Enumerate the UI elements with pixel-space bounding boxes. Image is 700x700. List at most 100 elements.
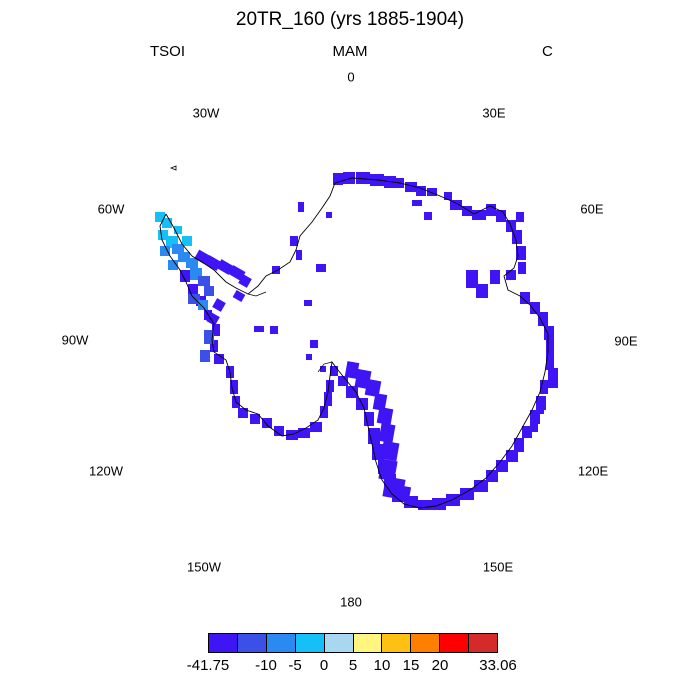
- grid-cell: [270, 326, 278, 334]
- grid-cell: [490, 270, 500, 284]
- colorbar-box: [323, 633, 354, 653]
- grid-cell: [343, 172, 355, 184]
- grid-cell: [333, 173, 343, 185]
- colorbar-box: [381, 633, 412, 653]
- grid-cell: [472, 210, 486, 220]
- lon-label-90e: 90E: [614, 333, 638, 349]
- lon-label-30w: 30W: [192, 105, 220, 121]
- grid-cell: [298, 428, 310, 438]
- lon-label-60w: 60W: [97, 201, 125, 217]
- grid-cell: [254, 326, 264, 332]
- colorbar: [208, 633, 499, 653]
- grid-cell: [198, 300, 208, 310]
- colorbar-box: [294, 633, 325, 653]
- grid-cell: [486, 204, 496, 216]
- grid-cell: [372, 393, 388, 411]
- grid-cell: [290, 236, 298, 246]
- grid-cell: [512, 230, 522, 244]
- grid-cell: [444, 192, 452, 200]
- grid-cell: [546, 340, 554, 356]
- grid-cell: [514, 438, 524, 452]
- coastline: [165, 182, 336, 295]
- grid-cell: [200, 350, 210, 362]
- grid-cell: [378, 422, 396, 444]
- grid-cell: [310, 422, 322, 432]
- grid-cell: [238, 408, 248, 418]
- colorbar-tick-label: -10: [255, 657, 277, 674]
- grid-cell: [210, 340, 218, 352]
- grid-cell: [204, 286, 214, 296]
- grid-cell: [216, 259, 234, 275]
- lon-label-150w: 150W: [187, 559, 221, 575]
- grid-cell: [536, 404, 544, 414]
- grid-cell: [230, 380, 238, 394]
- grid-cell: [418, 500, 432, 510]
- grid-cell: [546, 356, 554, 370]
- colorbar-tick-label: -41.75: [186, 657, 230, 674]
- grid-cell: [168, 260, 178, 270]
- grid-cell: [356, 172, 370, 184]
- grid-cell: [522, 426, 532, 438]
- colorbar-tick-label: 5: [348, 657, 358, 674]
- grid-cell: [432, 498, 446, 510]
- grid-cell: [324, 392, 332, 406]
- grid-cell: [364, 412, 374, 426]
- grid-cell: [160, 246, 170, 256]
- colorbar-tick-label: -5: [288, 657, 302, 674]
- grid-cell: [394, 484, 412, 502]
- grid-cell: [506, 270, 516, 280]
- grid-cell: [376, 406, 394, 426]
- season-label: MAM: [332, 43, 368, 60]
- grid-cell: [306, 354, 312, 360]
- grid-cell: [178, 252, 190, 262]
- grid-cell: [540, 380, 548, 394]
- colorbar-box: [352, 633, 383, 653]
- lon-label-120w: 120W: [89, 463, 123, 479]
- colorbar-tick-label: 20: [431, 657, 449, 674]
- grid-cell: [405, 182, 417, 192]
- lon-label-90w: 90W: [61, 332, 89, 348]
- lon-label-180: 180: [340, 594, 362, 610]
- plot-title: 20TR_160 (yrs 1885-1904): [235, 9, 465, 30]
- colorbar-tick-label: 0: [319, 657, 329, 674]
- colorbar-tick-label: 33.06: [479, 657, 517, 674]
- grid-cell: [530, 302, 540, 314]
- grid-cell: [424, 212, 432, 220]
- grid-cell: [380, 440, 400, 462]
- grid-cell: [346, 386, 358, 398]
- grid-cell: [450, 200, 462, 210]
- grid-cell: [462, 206, 472, 216]
- grid-cell: [466, 270, 478, 288]
- grid-cell: [538, 312, 548, 326]
- colorbar-box: [439, 633, 470, 653]
- colorbar-tick-label: 15: [402, 657, 420, 674]
- grid-cell: [296, 250, 302, 260]
- grid-cell: [416, 186, 426, 196]
- grid-cell: [364, 378, 382, 398]
- grid-cell: [476, 284, 488, 298]
- island: [169, 165, 177, 171]
- lon-label-0: 0: [347, 69, 355, 85]
- grid-cell: [330, 366, 338, 376]
- grid-cell: [427, 188, 437, 196]
- grid-cell: [310, 340, 318, 348]
- grid-cell: [174, 226, 182, 234]
- grid-cell: [186, 258, 198, 268]
- grid-cell: [232, 290, 246, 302]
- grid-cell: [516, 212, 524, 222]
- grid-cell: [378, 458, 398, 482]
- grid-cell: [412, 200, 422, 206]
- colorbar-box: [208, 633, 238, 653]
- grid-cell: [320, 406, 328, 418]
- data-cells: [155, 172, 558, 510]
- grid-cell: [188, 284, 198, 296]
- grid-cell: [506, 450, 518, 462]
- ice-shelf-outline: [247, 291, 267, 297]
- grid-cell: [338, 376, 348, 386]
- grid-cell: [188, 294, 200, 304]
- grid-cell: [344, 361, 360, 379]
- grid-cell: [496, 210, 506, 222]
- lon-label-150e: 150E: [482, 559, 514, 575]
- grid-cell: [206, 312, 220, 326]
